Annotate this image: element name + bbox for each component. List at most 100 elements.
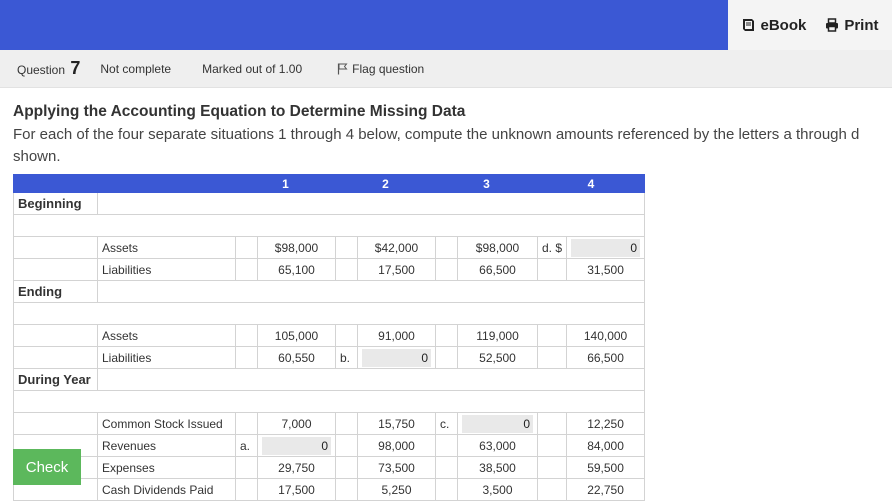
value-cell: 3,500 xyxy=(457,478,538,501)
letter-cell xyxy=(435,346,458,369)
value-cell: 31,500 xyxy=(566,258,646,281)
letter-cell xyxy=(235,346,258,369)
value-cell: 12,250 xyxy=(566,412,646,435)
letter-cell xyxy=(235,412,258,435)
question-number: Question 7 xyxy=(17,58,80,79)
table-row: Expenses 29,750 73,500 38,500 59,500 xyxy=(13,456,646,479)
letter-cell xyxy=(536,434,568,457)
section-fill xyxy=(96,368,646,391)
row-label: Assets xyxy=(97,236,236,259)
value-cell: 63,000 xyxy=(457,434,538,457)
question-number-value: 7 xyxy=(70,58,81,78)
data-table: 1 2 3 4 Beginning Assets $98,000 $42,000… xyxy=(12,174,646,501)
answer-input-b[interactable] xyxy=(362,348,431,367)
letter-cell xyxy=(235,324,258,347)
table-row: Assets $98,000 $42,000 $98,000 d. $ xyxy=(13,236,646,259)
section-fill xyxy=(96,192,646,215)
letter-cell xyxy=(435,258,458,281)
letter-cell xyxy=(335,236,358,259)
row-label: Assets xyxy=(97,324,236,347)
letter-cell: b. xyxy=(335,346,358,369)
letter-cell xyxy=(435,236,458,259)
value-cell: 66,500 xyxy=(457,258,538,281)
header-bar: eBook Print xyxy=(0,0,892,50)
letter-cell xyxy=(335,478,358,501)
blank-cell xyxy=(13,412,98,435)
ebook-button[interactable]: eBook xyxy=(741,17,806,34)
letter-cell: c. xyxy=(435,412,458,435)
dollar-prefix: $ xyxy=(555,240,563,255)
value-cell: 38,500 xyxy=(457,456,538,479)
value-cell: 119,000 xyxy=(457,324,538,347)
print-button[interactable]: Print xyxy=(825,17,878,34)
row-label: Liabilities xyxy=(97,258,236,281)
section-fill xyxy=(96,280,646,303)
letter-cell xyxy=(235,236,258,259)
ebook-label: eBook xyxy=(760,16,807,34)
answer-input-d[interactable] xyxy=(571,238,641,257)
value-cell: 66,500 xyxy=(566,346,646,369)
value-cell: 140,000 xyxy=(566,324,646,347)
letter-cell xyxy=(536,456,568,479)
value-cell: 65,100 xyxy=(257,258,336,281)
section-row-during: During Year xyxy=(13,368,646,391)
letter-cell xyxy=(536,478,568,501)
header-col-2: 2 xyxy=(335,174,436,193)
letter-cell xyxy=(335,324,358,347)
value-cell: 15,750 xyxy=(357,412,436,435)
spacer-row xyxy=(12,302,646,325)
problem-description: For each of the four separate situations… xyxy=(13,126,860,165)
value-cell: 98,000 xyxy=(357,434,436,457)
printer-icon xyxy=(826,18,839,32)
input-cell xyxy=(566,236,646,259)
letter-cell xyxy=(235,478,258,501)
header-col-3: 3 xyxy=(435,174,538,193)
letter-cell xyxy=(335,434,358,457)
spacer-row xyxy=(12,214,646,237)
section-row-ending: Ending xyxy=(13,280,646,303)
table-row: Revenues a. 98,000 63,000 84,000 xyxy=(13,434,646,457)
table-row: Common Stock Issued 7,000 15,750 c. 12,2… xyxy=(13,412,646,435)
letter-cell xyxy=(235,258,258,281)
letter-cell xyxy=(435,434,458,457)
value-cell: 17,500 xyxy=(257,478,336,501)
value-cell: 29,750 xyxy=(257,456,336,479)
flag-label: Flag question xyxy=(352,61,425,76)
flag-question-button[interactable]: Flag question xyxy=(337,62,424,76)
section-ending: Ending xyxy=(13,280,98,303)
input-cell xyxy=(257,434,336,457)
book-icon xyxy=(743,19,755,31)
value-cell: 91,000 xyxy=(357,324,436,347)
row-label: Revenues xyxy=(97,434,236,457)
table-header-row: 1 2 3 4 xyxy=(13,174,646,193)
value-cell: $42,000 xyxy=(357,236,436,259)
letter-cell: d. $ xyxy=(536,236,568,259)
value-cell: 52,500 xyxy=(457,346,538,369)
letter-d: d. xyxy=(542,240,553,255)
answer-input-a[interactable] xyxy=(262,436,331,455)
flag-icon xyxy=(338,63,348,74)
header-col-1: 1 xyxy=(235,174,336,193)
check-button[interactable]: Check xyxy=(13,449,81,485)
letter-cell xyxy=(536,412,568,435)
value-cell: 105,000 xyxy=(257,324,336,347)
question-prefix: Question xyxy=(17,63,66,77)
value-cell: $98,000 xyxy=(257,236,336,259)
print-label: Print xyxy=(844,16,879,34)
problem-title: Applying the Accounting Equation to Dete… xyxy=(13,103,466,120)
row-label: Expenses xyxy=(97,456,236,479)
section-during-year: During Year xyxy=(13,368,98,391)
letter-cell xyxy=(435,456,458,479)
question-status: Not complete xyxy=(100,61,172,76)
answer-input-c[interactable] xyxy=(462,414,533,433)
table-row: Assets 105,000 91,000 119,000 140,000 xyxy=(13,324,646,347)
letter-cell xyxy=(335,412,358,435)
spacer xyxy=(12,390,646,413)
table-row: Cash Dividends Paid 17,500 5,250 3,500 2… xyxy=(13,478,646,501)
row-label: Cash Dividends Paid xyxy=(97,478,236,501)
question-info-bar: Question 7 Not complete Marked out of 1.… xyxy=(0,50,892,88)
letter-cell xyxy=(435,324,458,347)
header-tools: eBook Print xyxy=(728,0,892,50)
input-cell xyxy=(457,412,538,435)
value-cell: 22,750 xyxy=(566,478,646,501)
